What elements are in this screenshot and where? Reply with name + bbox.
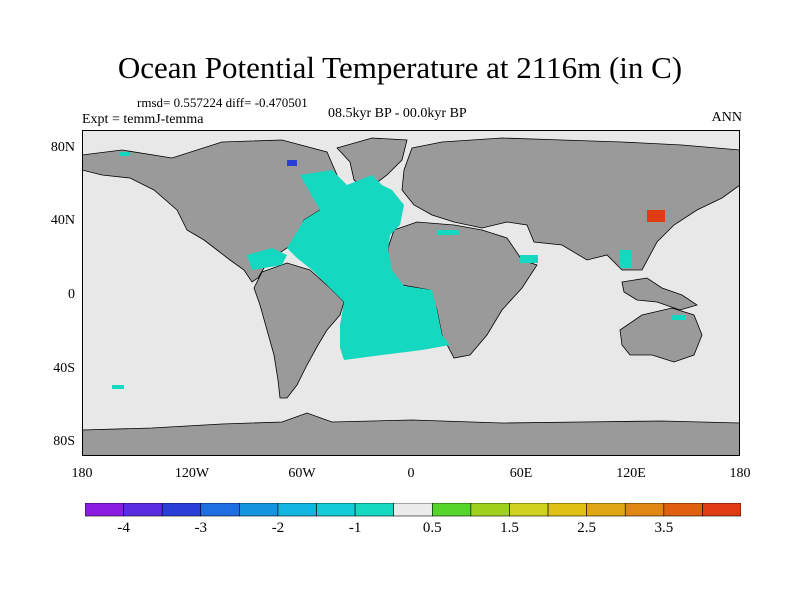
antarctica-landmass [82,412,740,456]
colorbar-segment [393,503,433,517]
south-america-landmass [253,262,345,399]
colorbar-segment [85,503,124,517]
colorbar-segment [431,503,472,517]
lon-label-180w: 180 [71,466,93,481]
lat-label-40s: 40S [53,361,75,376]
atlantic-cool-anomaly [287,170,450,360]
lat-label-80s: 80S [53,434,75,449]
colorbar-label: 0.5 [422,520,442,536]
season-label: ANN [711,110,742,125]
statistics-text: rmsd= 0.557224 diff= -0.470501 [137,95,308,110]
lon-label-120w: 120W [174,466,210,481]
colorbar-label: 1.5 [500,520,519,536]
lon-label-60e: 60E [509,466,533,481]
colorbar-segment [586,503,626,517]
eurasia-landmass [401,137,740,271]
colorbar-segment [200,503,240,517]
indian-ocean-cool-patch [520,255,538,263]
greenland-landmass [336,137,408,191]
lat-label-80n: 80N [50,140,75,155]
colorbar-segment [316,503,356,517]
lon-label-60w: 60W [288,466,316,481]
caribbean-cool-anomaly [247,248,287,270]
colorbar-label: -3 [194,520,208,536]
japan-sea-warm-patch [647,210,665,222]
colorbar-segment [702,503,741,517]
colorbar-label: 3.5 [654,520,674,536]
lon-label-120e: 120E [616,466,646,481]
colorbar-segment [277,503,317,517]
south-pacific-cool-patch [672,315,686,320]
australia-landmass [619,307,703,363]
lon-label-0: 0 [407,466,415,481]
colorbar-segment [663,503,703,517]
mediterranean-cool-patch [437,230,459,235]
colorbar-label: -1 [348,520,362,536]
maritime-islands [621,277,698,311]
world-map [82,130,740,456]
period-label: 08.5kyr BP - 00.0kyr BP [328,106,467,121]
colorbar-segment [509,503,549,517]
experiment-label: Expt = temmJ-temma [82,112,204,127]
colorbar-label: -2 [271,520,285,536]
lon-label-180e: 180 [729,466,751,481]
west-pacific-cool-patch [620,250,632,268]
colorbar-segment [470,503,510,517]
colorbar-segment [123,503,163,517]
colorbar-label: -4 [117,520,130,536]
colorbar [85,503,741,517]
map-title: Ocean Potential Temperature at 2116m (in… [117,50,683,85]
pacific-cool-patch [112,385,124,389]
lat-label-40n: 40N [50,213,75,228]
lat-label-equator: 0 [68,287,75,302]
colorbar-segment [624,503,665,517]
colorbar-segment [354,503,395,517]
colorbar-segment [547,503,587,517]
colorbar-segment [239,503,279,517]
hudson-bay-cold-patch [287,160,297,166]
arctic-cool-patch [120,152,130,156]
colorbar-segment [161,503,202,517]
map-frame [82,130,740,456]
colorbar-label: 2.5 [577,520,597,536]
